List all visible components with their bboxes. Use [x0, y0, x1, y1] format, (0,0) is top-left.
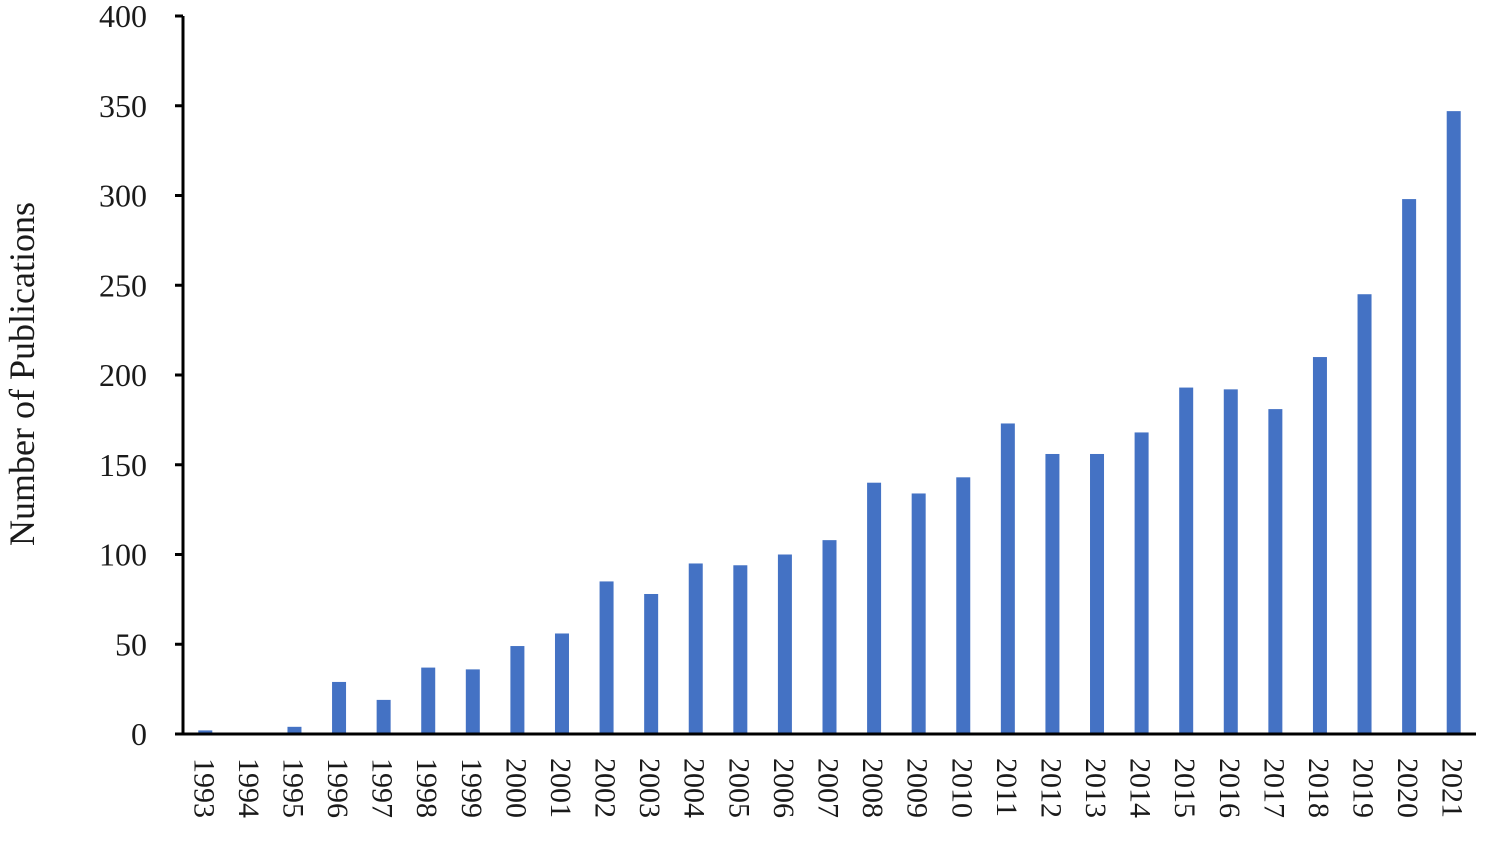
x-tick-label-2009: 2009	[901, 758, 934, 818]
x-tick-label-1996: 1996	[321, 758, 354, 818]
bar-2021	[1446, 111, 1461, 734]
x-tick-label-2012: 2012	[1034, 758, 1067, 818]
x-tick-label-1995: 1995	[276, 758, 309, 818]
x-tick-label-2014: 2014	[1124, 758, 1157, 818]
x-tick-label-2007: 2007	[812, 758, 845, 818]
y-tick-label: 300	[99, 178, 147, 214]
bar-2002	[599, 581, 614, 734]
y-tick-label: 100	[99, 537, 147, 573]
bar-2014	[1134, 432, 1149, 734]
bar-1996	[332, 681, 347, 734]
bar-2012	[1045, 453, 1060, 734]
bar-2016	[1223, 389, 1238, 734]
bar-1995	[287, 726, 302, 734]
x-tick-label-2011: 2011	[990, 758, 1023, 817]
x-tick-label-1994: 1994	[232, 758, 265, 818]
x-tick-label-2000: 2000	[499, 758, 532, 818]
x-tick-label-2021: 2021	[1436, 758, 1469, 818]
bar-2009	[911, 493, 926, 734]
bars-layer	[198, 111, 1461, 735]
y-tick-label: 150	[99, 447, 147, 483]
y-tick-label: 350	[99, 88, 147, 124]
x-tick-label-2005: 2005	[722, 758, 755, 818]
x-tick-label-2003: 2003	[633, 758, 666, 818]
x-tick-label-2019: 2019	[1347, 758, 1380, 818]
bar-2013	[1090, 453, 1105, 734]
x-tick-label-1998: 1998	[410, 758, 443, 818]
bar-2018	[1312, 357, 1327, 734]
y-tick-label: 0	[131, 716, 147, 752]
x-tick-label-2018: 2018	[1302, 758, 1335, 818]
bar-2004	[688, 563, 703, 734]
x-tick-label-2002: 2002	[589, 758, 622, 818]
bar-2001	[554, 633, 569, 734]
x-tick-label-2015: 2015	[1168, 758, 1201, 818]
y-tick-label: 250	[99, 267, 147, 303]
x-tick-label-1993: 1993	[187, 758, 220, 818]
x-tick-label-2020: 2020	[1391, 758, 1424, 818]
y-axis-title: Number of Publications	[2, 202, 42, 546]
x-tick-label-2008: 2008	[856, 758, 889, 818]
bar-2011	[1000, 423, 1015, 734]
bar-2019	[1357, 294, 1372, 734]
bar-2008	[867, 482, 882, 734]
bar-2010	[956, 477, 971, 734]
x-tick-label-2001: 2001	[544, 758, 577, 818]
bar-2000	[510, 646, 525, 734]
x-tick-label-2010: 2010	[945, 758, 978, 818]
bar-2015	[1179, 387, 1194, 734]
y-tick-labels: 0 50 100 150 200 250 300 350 400	[99, 0, 183, 752]
x-tick-label-1999: 1999	[455, 758, 488, 818]
bar-2006	[777, 554, 792, 734]
bar-1999	[465, 669, 480, 734]
x-tick-label-2016: 2016	[1213, 758, 1246, 818]
x-tick-label-2013: 2013	[1079, 758, 1112, 818]
bar-2005	[733, 565, 748, 734]
y-tick-label: 400	[99, 0, 147, 34]
bar-2017	[1268, 409, 1283, 734]
x-tick-label-2006: 2006	[767, 758, 800, 818]
x-tick-label-2004: 2004	[678, 758, 711, 818]
bar-2020	[1402, 199, 1417, 735]
bar-1997	[376, 699, 391, 734]
x-tick-labels: 1993 1994 1995 1996 1997 1998 1999 2000 2001 2002…	[187, 758, 1468, 818]
y-tick-label: 200	[99, 357, 147, 393]
bar-2007	[822, 540, 837, 734]
x-tick-label-1997: 1997	[366, 758, 399, 818]
bar-1993	[198, 730, 213, 734]
bar-1998	[421, 667, 436, 734]
bar-2003	[644, 593, 659, 734]
y-tick-label: 50	[115, 626, 147, 662]
x-tick-label-2017: 2017	[1257, 758, 1290, 818]
